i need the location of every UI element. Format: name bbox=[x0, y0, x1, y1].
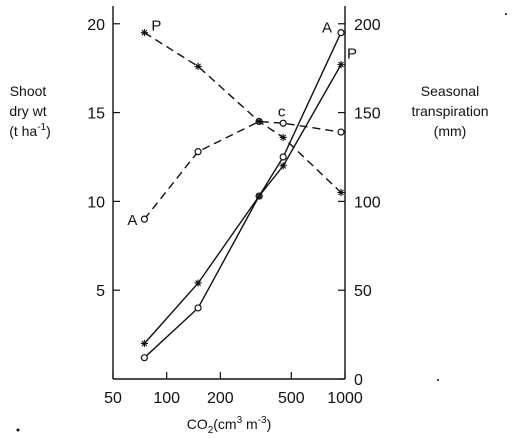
stray-dot-mark bbox=[505, 13, 507, 15]
x-tick-label: 1000 bbox=[327, 390, 363, 407]
annotation-label: c bbox=[278, 104, 286, 121]
series-label: P bbox=[151, 18, 161, 35]
series-solid-p: P bbox=[140, 46, 357, 348]
right-y-tick-label: 150 bbox=[354, 106, 381, 123]
axes bbox=[112, 6, 346, 380]
x-axis-title-part: (cm bbox=[213, 416, 236, 432]
x-tick-label: 50 bbox=[104, 390, 122, 407]
data-point-circle bbox=[279, 153, 287, 161]
x-axis-title-part: 3 bbox=[237, 415, 243, 426]
series-label: A bbox=[127, 212, 137, 229]
left-y-axis-title-part: (t ha bbox=[9, 123, 37, 139]
data-point-circle bbox=[337, 128, 345, 136]
series-solid-a: A bbox=[140, 20, 345, 362]
data-point-circle bbox=[140, 354, 149, 362]
series-line bbox=[143, 120, 342, 220]
right-y-tick-label: 0 bbox=[354, 372, 363, 389]
data-point-star bbox=[279, 133, 287, 142]
series-dashed-a: A bbox=[127, 117, 345, 229]
data-point-circle bbox=[279, 119, 287, 127]
right-y-tick-label: 100 bbox=[354, 194, 381, 211]
right-y-tick-label: 200 bbox=[354, 17, 381, 34]
left-y-tick-label: 20 bbox=[87, 17, 105, 34]
x-axis-title-part: m bbox=[242, 416, 258, 432]
left-y-tick-label: 5 bbox=[96, 283, 105, 300]
left-y-tick-label: 10 bbox=[87, 194, 105, 211]
x-axis-title-part: 2 bbox=[208, 425, 214, 436]
right-y-axis-title-line: (mm) bbox=[434, 123, 467, 139]
x-tick-label: 500 bbox=[278, 390, 305, 407]
right-y-tick-label: 50 bbox=[354, 283, 372, 300]
data-point-star bbox=[140, 339, 149, 348]
left-y-axis-title-part: ) bbox=[46, 123, 51, 139]
stray-dot-mark bbox=[16, 428, 20, 432]
left-y-tick-label: 15 bbox=[87, 106, 105, 123]
axis-titles: Shoot dry wt (t ha-1) Seasonal transpiration… bbox=[9, 83, 488, 436]
data-point-circle bbox=[337, 29, 345, 37]
data-point-star bbox=[194, 279, 202, 287]
series-label: P bbox=[347, 46, 357, 63]
right-y-axis-title-line: Seasonal bbox=[421, 83, 479, 99]
left-y-axis-title-line: Shoot bbox=[10, 83, 47, 99]
x-axis-title-part: -3 bbox=[258, 415, 267, 426]
x-tick-label: 200 bbox=[207, 390, 234, 407]
series-line bbox=[144, 32, 342, 194]
stray-dot-mark bbox=[437, 379, 439, 381]
data-point-circle bbox=[194, 148, 202, 156]
data-point-circle bbox=[194, 304, 202, 312]
data-point-star bbox=[337, 188, 345, 197]
data-point-star bbox=[337, 61, 345, 69]
x-axis-title: CO2(cm3 m-3) bbox=[187, 415, 272, 436]
left-y-axis-title-line: (t ha-1) bbox=[9, 122, 51, 139]
series-line bbox=[143, 32, 342, 359]
data-point-star bbox=[194, 62, 202, 70]
left-y-axis-title-superscript: -1 bbox=[37, 122, 46, 133]
x-axis-title-part: ) bbox=[267, 416, 272, 432]
x-axis-title-part: CO bbox=[187, 416, 208, 432]
left-y-axis-title-line: dry wt bbox=[9, 103, 46, 119]
series-label: A bbox=[322, 20, 332, 37]
right-y-axis-title-line: transpiration bbox=[411, 103, 488, 119]
data-point-star bbox=[279, 162, 287, 170]
data-point-star bbox=[255, 117, 263, 126]
data-point-star bbox=[140, 29, 149, 37]
data-point-circle bbox=[140, 215, 149, 223]
data-point-star bbox=[255, 192, 263, 200]
x-tick-label: 100 bbox=[153, 390, 180, 407]
series-dashed-p: P bbox=[140, 18, 345, 197]
